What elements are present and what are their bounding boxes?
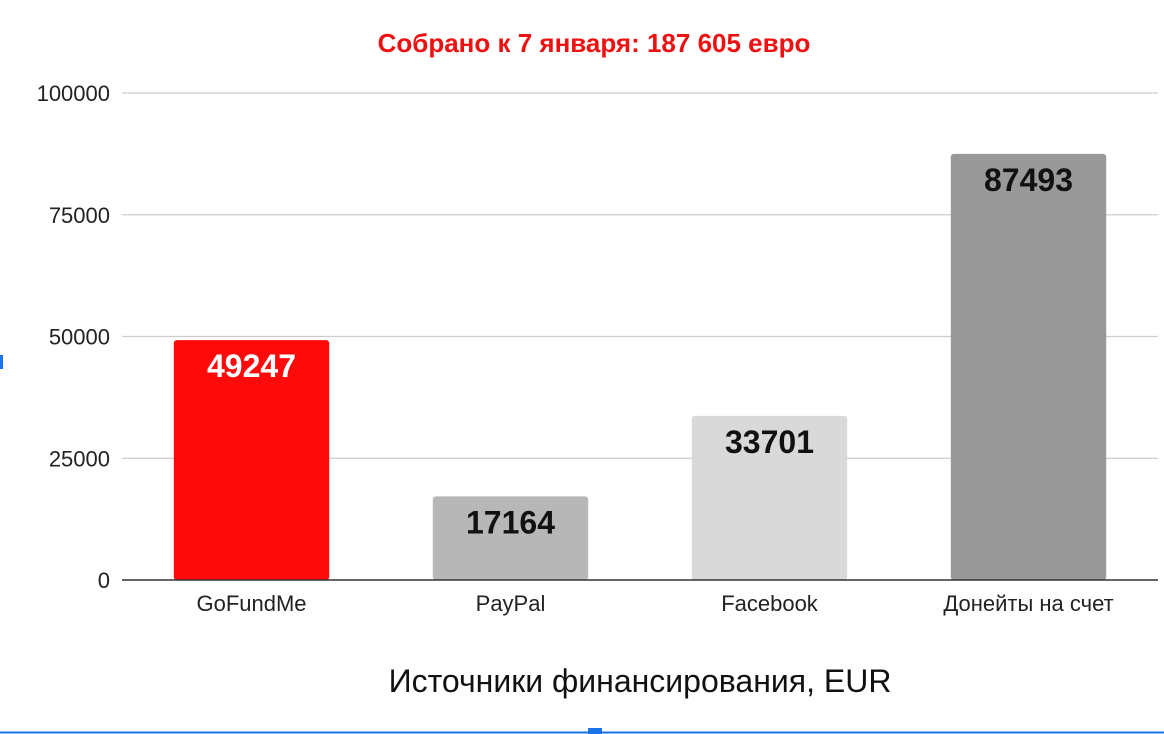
y-tick-label: 0 xyxy=(98,568,110,593)
selection-handle-left[interactable] xyxy=(0,355,3,369)
bar[interactable] xyxy=(691,415,848,580)
y-tick-label: 100000 xyxy=(37,81,110,106)
y-tick-label: 25000 xyxy=(49,446,110,471)
selection-handle-bottom[interactable] xyxy=(588,728,602,734)
bar-value-label: 87493 xyxy=(984,162,1073,198)
axes: 0 25000 50000 75000 100000 xyxy=(37,81,1158,593)
labels: 49247 GoFundMe 17164 PayPal 33701 Facebook 874… xyxy=(196,162,1113,616)
bar[interactable] xyxy=(432,496,589,580)
y-tick-label: 75000 xyxy=(49,203,110,228)
x-category-label: GoFundMe xyxy=(196,591,306,616)
bar[interactable] xyxy=(173,340,330,580)
x-axis-title: Источники финансирования, EUR xyxy=(389,663,892,699)
bar[interactable] xyxy=(950,153,1107,580)
x-category-label: Донейты на счет xyxy=(943,591,1113,616)
bar-value-label: 17164 xyxy=(466,504,555,540)
chart-title: Собрано к 7 января: 187 605 евро xyxy=(378,28,811,58)
bar-value-label: 33701 xyxy=(725,424,814,460)
x-category-label: PayPal xyxy=(476,591,546,616)
y-tick-label: 50000 xyxy=(49,325,110,350)
x-category-label: Facebook xyxy=(721,591,819,616)
bar-value-label: 49247 xyxy=(207,348,296,384)
bars xyxy=(173,153,1107,580)
